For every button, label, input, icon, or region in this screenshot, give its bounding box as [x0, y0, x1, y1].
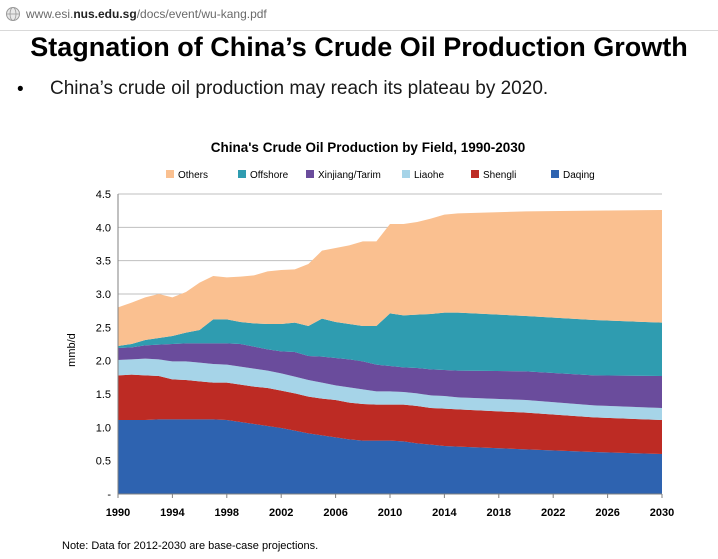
- y-tick-label: 1.0: [96, 422, 111, 434]
- area-others: [118, 210, 662, 346]
- legend-label: Daqing: [563, 170, 595, 181]
- url-text[interactable]: www.esi.nus.edu.sg/docs/event/wu-kang.pd…: [26, 7, 267, 21]
- url-domain: nus.edu.sg: [73, 7, 137, 21]
- legend-swatch: [402, 170, 410, 178]
- area-liaohe: [118, 358, 662, 420]
- slide-title: Stagnation of China’s Crude Oil Producti…: [30, 32, 688, 62]
- y-axis-label: mmb/d: [66, 333, 78, 367]
- legend-swatch: [551, 170, 559, 178]
- url-path: /docs/event/wu-kang.pdf: [136, 7, 267, 21]
- url-prefix: www.esi.: [26, 7, 74, 21]
- legend-label: Others: [178, 170, 208, 181]
- y-tick-label: 4.0: [96, 222, 111, 234]
- x-tick-label: 2026: [595, 507, 619, 519]
- address-bar[interactable]: www.esi.nus.edu.sg/docs/event/wu-kang.pd…: [0, 0, 718, 31]
- chart-title: China's Crude Oil Production by Field, 1…: [211, 140, 526, 155]
- bullet-text: China’s crude oil production may reach i…: [50, 78, 549, 99]
- chart-areas: [118, 210, 662, 494]
- x-tick-label: 2014: [432, 507, 457, 519]
- y-tick-label: 4.5: [96, 189, 111, 201]
- y-tick-label: 3.5: [96, 256, 111, 268]
- x-tick-label: 1998: [215, 507, 239, 519]
- x-tick-label: 2006: [323, 507, 347, 519]
- legend-label: Offshore: [250, 170, 289, 181]
- legend-label: Liaohe: [414, 170, 444, 181]
- area-daqing: [118, 419, 662, 494]
- area-xinjiang-tarim: [118, 343, 662, 408]
- x-tick-label: 2002: [269, 507, 293, 519]
- legend-swatch: [471, 170, 479, 178]
- area-shengli: [118, 374, 662, 454]
- chart-axes: - 0.5 1.0 1.5 2.0 2.5 3.0 3.5 4.0 4.5 1990 1994 1998…: [96, 189, 675, 519]
- y-tick-label: 3.0: [96, 289, 111, 301]
- x-tick-label: 1994: [160, 507, 185, 519]
- chart-legend: Others Offshore Xinjiang/Tarim Liaohe Shengl…: [166, 170, 595, 181]
- globe-icon: [6, 7, 20, 21]
- legend-swatch: [238, 170, 246, 178]
- bullet-marker: •: [17, 79, 24, 100]
- chart: China's Crude Oil Production by Field, 1…: [66, 140, 675, 519]
- x-tick-label: 2010: [378, 507, 402, 519]
- y-tick-label: 2.5: [96, 322, 111, 334]
- legend-label: Shengli: [483, 170, 516, 181]
- footnote: Note: Data for 2012-2030 are base-case p…: [62, 540, 319, 552]
- legend-label: Xinjiang/Tarim: [318, 170, 381, 181]
- legend-swatch: [306, 170, 314, 178]
- x-tick-label: 2018: [487, 507, 511, 519]
- y-tick-label: 2.0: [96, 356, 111, 368]
- y-tick-label: 1.5: [96, 389, 111, 401]
- legend-swatch: [166, 170, 174, 178]
- x-tick-label: 1990: [106, 507, 130, 519]
- area-offshore: [118, 312, 662, 376]
- x-tick-label: 2022: [541, 507, 565, 519]
- x-tick-label: 2030: [650, 507, 674, 519]
- y-tick-label: -: [107, 489, 111, 501]
- y-tick-label: 0.5: [96, 456, 111, 468]
